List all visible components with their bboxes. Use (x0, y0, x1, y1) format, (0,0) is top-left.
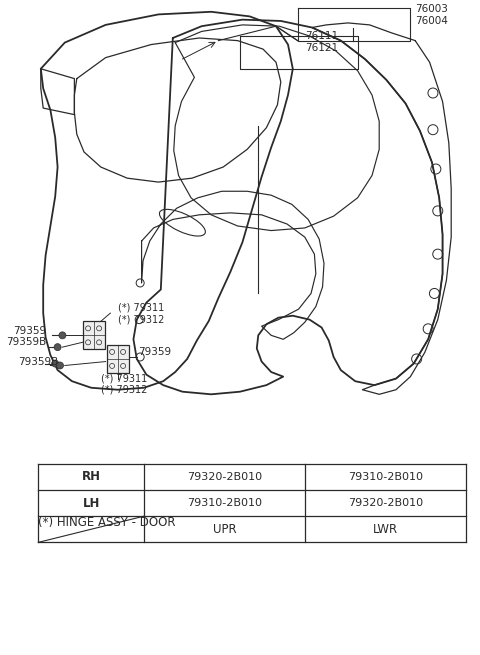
Text: UPR: UPR (213, 523, 236, 536)
Text: 79320-2B010: 79320-2B010 (348, 498, 423, 508)
FancyBboxPatch shape (107, 345, 129, 373)
Text: 79320-2B010: 79320-2B010 (187, 472, 262, 482)
Text: LH: LH (83, 496, 100, 510)
Text: 76111
76121: 76111 76121 (305, 31, 338, 53)
Circle shape (59, 332, 66, 339)
Text: 79310-2B010: 79310-2B010 (187, 498, 262, 508)
Text: (*) 79311
(*) 79312: (*) 79311 (*) 79312 (118, 303, 164, 324)
Circle shape (52, 360, 59, 367)
Text: (*) 79311
(*) 79312: (*) 79311 (*) 79312 (101, 373, 147, 395)
Text: 79359: 79359 (13, 326, 47, 336)
Text: RH: RH (82, 470, 101, 483)
Text: (*) HINGE ASSY - DOOR: (*) HINGE ASSY - DOOR (38, 516, 176, 529)
Text: 79310-2B010: 79310-2B010 (348, 472, 423, 482)
Text: 79359: 79359 (138, 347, 171, 358)
Text: 79359B: 79359B (18, 356, 59, 367)
Circle shape (57, 362, 63, 369)
Text: 79359B: 79359B (6, 337, 46, 347)
Text: 76003
76004: 76003 76004 (415, 4, 448, 26)
Text: LWR: LWR (372, 523, 398, 536)
FancyBboxPatch shape (83, 322, 105, 349)
Circle shape (54, 344, 61, 350)
